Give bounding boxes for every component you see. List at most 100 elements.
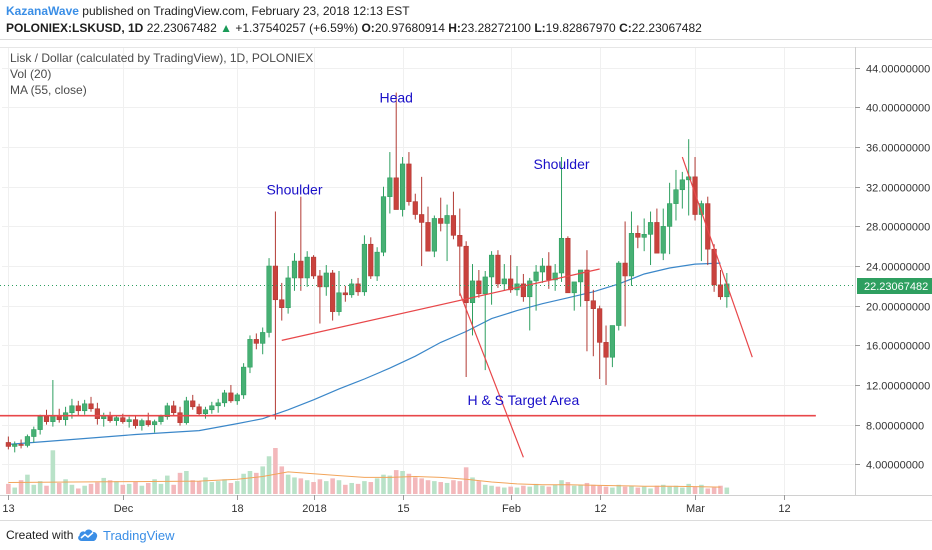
candle[interactable] xyxy=(565,236,571,294)
candle[interactable] xyxy=(349,278,355,298)
candle[interactable] xyxy=(444,204,450,262)
candle[interactable] xyxy=(571,281,577,311)
candle[interactable] xyxy=(330,270,336,321)
candle[interactable] xyxy=(514,266,520,296)
tradingview-brand[interactable]: TradingView xyxy=(103,528,175,543)
annotation-label[interactable]: Shoulder xyxy=(266,182,322,198)
candle[interactable] xyxy=(476,270,482,298)
candle[interactable] xyxy=(425,206,431,252)
candle[interactable] xyxy=(412,193,418,220)
candle[interactable] xyxy=(533,265,539,311)
candle[interactable] xyxy=(145,412,151,427)
candle[interactable] xyxy=(113,415,120,426)
candle[interactable] xyxy=(221,389,228,407)
candle[interactable] xyxy=(387,152,393,214)
candle[interactable] xyxy=(603,325,609,385)
candle[interactable] xyxy=(654,208,660,254)
candle[interactable] xyxy=(431,215,437,258)
candle[interactable] xyxy=(539,258,546,283)
candle[interactable] xyxy=(342,285,348,302)
candle[interactable] xyxy=(635,225,641,249)
candle[interactable] xyxy=(469,264,476,336)
candle[interactable] xyxy=(304,251,310,287)
candle[interactable] xyxy=(279,282,285,321)
candle-layer[interactable] xyxy=(5,92,730,453)
candle[interactable] xyxy=(597,305,603,380)
ma-55-line[interactable] xyxy=(8,262,721,445)
candle[interactable] xyxy=(399,157,406,217)
candle[interactable] xyxy=(152,419,158,433)
candle[interactable] xyxy=(266,258,272,338)
candle[interactable] xyxy=(215,398,221,413)
candle[interactable] xyxy=(686,139,692,216)
candle[interactable] xyxy=(692,157,698,221)
candle[interactable] xyxy=(717,270,724,300)
candle[interactable] xyxy=(50,380,56,427)
candle[interactable] xyxy=(171,400,177,416)
candle[interactable] xyxy=(82,399,88,415)
candle[interactable] xyxy=(75,400,81,416)
price-chart[interactable]: Head Shoulder Shoulder H & S Target Area 4.… xyxy=(0,40,932,520)
candle[interactable] xyxy=(488,251,495,305)
candle[interactable] xyxy=(578,269,584,307)
candle[interactable] xyxy=(101,412,107,427)
candle[interactable] xyxy=(380,186,387,257)
candle[interactable] xyxy=(368,237,374,279)
candle[interactable] xyxy=(419,176,425,267)
candle[interactable] xyxy=(590,289,596,357)
candle[interactable] xyxy=(508,255,514,293)
candle[interactable] xyxy=(698,200,704,262)
candle[interactable] xyxy=(393,92,399,210)
candle[interactable] xyxy=(285,266,291,314)
candle[interactable] xyxy=(241,363,247,399)
annotation-label[interactable]: Head xyxy=(379,90,412,106)
candle[interactable] xyxy=(622,221,628,327)
annotation-label[interactable]: H & S Target Area xyxy=(467,392,579,408)
candle[interactable] xyxy=(164,402,170,420)
candle[interactable] xyxy=(660,208,666,261)
tradingview-cloud-icon[interactable] xyxy=(76,526,100,544)
candle[interactable] xyxy=(406,152,412,206)
candle[interactable] xyxy=(183,396,189,425)
annotation-label[interactable]: Shoulder xyxy=(533,156,589,172)
candle[interactable] xyxy=(37,414,43,435)
candle[interactable] xyxy=(139,418,145,431)
candle[interactable] xyxy=(667,182,673,255)
trend-line-neckline[interactable] xyxy=(281,268,600,341)
candle[interactable] xyxy=(355,277,361,296)
candle[interactable] xyxy=(438,197,444,232)
chart-area[interactable]: Head Shoulder Shoulder H & S Target Area 4.… xyxy=(0,40,932,520)
candle[interactable] xyxy=(31,426,37,443)
candle[interactable] xyxy=(132,415,139,429)
candle[interactable] xyxy=(647,211,654,266)
candle[interactable] xyxy=(107,411,113,423)
candle[interactable] xyxy=(520,273,526,302)
trend-line-descending-trend[interactable] xyxy=(681,156,753,358)
candle[interactable] xyxy=(18,439,24,449)
candle[interactable] xyxy=(272,211,278,420)
candle[interactable] xyxy=(310,255,317,279)
candle[interactable] xyxy=(247,335,253,374)
candle[interactable] xyxy=(317,270,323,324)
price-axis[interactable]: 4.00000000 8.00000000 12.00000000 16.000000… xyxy=(855,64,930,472)
candle[interactable] xyxy=(361,235,368,296)
candle[interactable] xyxy=(609,325,615,368)
candle[interactable] xyxy=(202,406,209,419)
candle[interactable] xyxy=(94,402,100,425)
candle[interactable] xyxy=(584,250,590,352)
candle[interactable] xyxy=(450,191,457,240)
candle[interactable] xyxy=(298,196,304,291)
candle[interactable] xyxy=(228,384,234,403)
candle[interactable] xyxy=(24,434,31,448)
candle[interactable] xyxy=(374,247,380,281)
candle[interactable] xyxy=(641,218,647,252)
candle[interactable] xyxy=(457,208,463,296)
drawing-layer[interactable]: Head Shoulder Shoulder H & S Target Area xyxy=(0,90,816,458)
candle[interactable] xyxy=(253,333,259,350)
candle[interactable] xyxy=(126,416,132,428)
candle[interactable] xyxy=(628,211,635,286)
candle[interactable] xyxy=(323,265,329,296)
candle[interactable] xyxy=(673,169,679,221)
candle[interactable] xyxy=(5,436,11,450)
candle[interactable] xyxy=(260,327,266,355)
